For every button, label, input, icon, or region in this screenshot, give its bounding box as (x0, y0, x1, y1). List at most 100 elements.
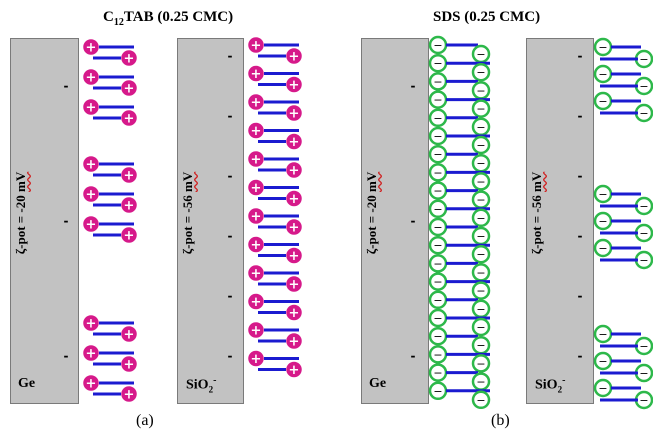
sio2-slab-b (526, 38, 594, 404)
cation-sign: + (289, 192, 300, 207)
anion-head-icon (471, 62, 491, 82)
surface-charge: - (228, 109, 233, 123)
anion-sign: − (433, 148, 442, 161)
anion-head-icon (471, 244, 491, 264)
anion-sign: − (476, 266, 485, 279)
cation-sign: + (251, 39, 262, 54)
cation-sign: + (251, 96, 262, 111)
anion-sign: − (433, 348, 442, 361)
anion-sign: − (476, 194, 485, 207)
anion-sign: − (598, 41, 607, 54)
anion-sign: − (639, 80, 648, 93)
anion-sign: − (598, 215, 607, 228)
cation-sign: + (289, 135, 300, 150)
anion-sign: − (639, 53, 648, 66)
anion-head-icon (471, 317, 491, 337)
material-label-ge-b: Ge (369, 376, 387, 391)
surface-charge: - (578, 109, 583, 123)
cation-sign: + (124, 328, 135, 343)
anion-sign: − (598, 355, 607, 368)
anion-sign: − (476, 157, 485, 170)
cation-sign: + (251, 324, 262, 339)
anion-head-icon (471, 208, 491, 228)
anion-sign: − (433, 312, 442, 325)
anion-sign: − (433, 94, 442, 107)
anion-sign: − (476, 376, 485, 389)
cation-sign: + (289, 164, 300, 179)
anion-sign: − (639, 394, 648, 407)
anion-sign: − (598, 242, 607, 255)
anion-sign: − (433, 276, 442, 289)
cation-sign: + (289, 306, 300, 321)
panel-b-title: SDS (0.25 CMC) (433, 9, 541, 25)
anion-sign: − (476, 248, 485, 261)
anion-sign: − (433, 112, 442, 125)
anion-sign: − (639, 200, 648, 213)
surface-charge: - (228, 349, 233, 363)
anion-sign: − (639, 367, 648, 380)
anion-sign: − (476, 321, 485, 334)
cation-sign: + (86, 347, 97, 362)
sio2-slab-a (177, 38, 244, 404)
anion-sign: − (433, 385, 442, 398)
cation-sign: + (289, 249, 300, 264)
cation-sign: + (251, 267, 262, 282)
surface-charge: - (411, 349, 416, 363)
cation-sign: + (251, 238, 262, 253)
ge-slab-a (10, 38, 79, 404)
cation-sign: + (251, 153, 262, 168)
ge-slab-b (361, 38, 429, 404)
anion-sign: − (433, 239, 442, 252)
cation-sign: + (124, 112, 135, 127)
cation-sign: + (251, 295, 262, 310)
anion-sign: − (598, 382, 607, 395)
cation-sign: + (86, 377, 97, 392)
anion-sign: − (476, 212, 485, 225)
anion-head-icon (471, 390, 491, 410)
anion-sign: − (476, 139, 485, 152)
anion-sign: − (598, 68, 607, 81)
surface-charge: - (578, 169, 583, 183)
anion-sign: − (476, 175, 485, 188)
cation-sign: + (124, 199, 135, 214)
surface-charge: - (64, 214, 69, 228)
anion-sign: − (433, 367, 442, 380)
cation-sign: + (251, 124, 262, 139)
cation-sign: + (124, 52, 135, 67)
cation-sign: + (86, 41, 97, 56)
caption-a: (a) (136, 412, 154, 429)
anion-sign: − (433, 130, 442, 143)
cation-sign: + (124, 229, 135, 244)
cation-sign: + (289, 107, 300, 122)
anion-sign: − (639, 107, 648, 120)
anion-sign: − (476, 84, 485, 97)
surface-charge: - (578, 229, 583, 243)
cation-sign: + (289, 335, 300, 350)
cation-sign: + (289, 78, 300, 93)
cation-sign: + (289, 50, 300, 65)
cation-sign: + (86, 71, 97, 86)
anion-sign: − (476, 103, 485, 116)
surface-charge: - (578, 49, 583, 63)
anion-sign: − (476, 48, 485, 61)
cation-sign: + (251, 352, 262, 367)
anion-sign: − (476, 285, 485, 298)
cation-sign: + (251, 210, 262, 225)
caption-b: (b) (491, 412, 510, 429)
anion-sign: − (433, 185, 442, 198)
surface-charge: - (64, 349, 69, 363)
anion-sign: − (433, 75, 442, 88)
cation-sign: + (86, 188, 97, 203)
anion-sign: − (476, 66, 485, 79)
cation-sign: + (251, 67, 262, 82)
anion-sign: − (433, 166, 442, 179)
anion-head-icon (471, 172, 491, 191)
surface-charge: - (578, 289, 583, 303)
anion-sign: − (476, 303, 485, 316)
anion-sign: − (476, 394, 485, 407)
surface-charge: - (411, 214, 416, 228)
cation-sign: + (124, 358, 135, 373)
material-label-ge-a: Ge (18, 376, 36, 391)
cation-sign: + (86, 218, 97, 233)
anion-sign: − (598, 188, 607, 201)
